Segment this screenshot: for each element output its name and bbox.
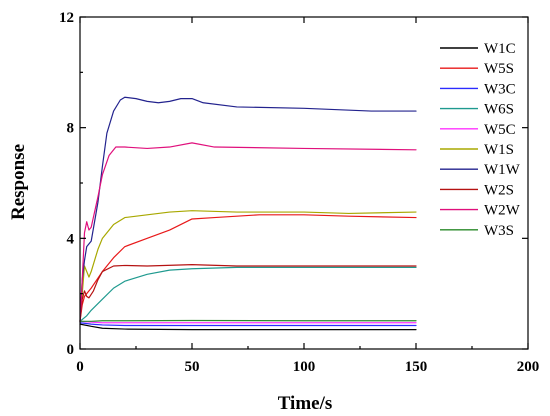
plot-frame: [79, 16, 529, 350]
ticks: 0 50 100 150 200 0 4 8 12: [59, 10, 539, 375]
series-layer: [79, 96, 417, 331]
series-line-w1s: [79, 210, 417, 322]
legend: W1C W5S W3C W6S W5C W1S W1W W2S W2W W3S: [440, 41, 521, 239]
series-line-w3c: [79, 322, 417, 327]
legend-label-w6s: W6S: [484, 102, 514, 118]
y-tick-label: 4: [67, 231, 75, 247]
series-line-w1w: [79, 96, 417, 322]
x-tick-label: 100: [293, 359, 316, 375]
legend-label-w1s: W1S: [484, 142, 514, 158]
axes: [79, 16, 529, 350]
x-tick-label: 50: [185, 359, 200, 375]
series-line-w2w: [79, 142, 417, 322]
series-line-w3s: [79, 319, 417, 322]
series-line-w2s: [79, 264, 417, 322]
series-line-w5c: [79, 320, 417, 324]
x-tick-label: 150: [405, 359, 428, 375]
legend-label-w1c: W1C: [484, 41, 516, 57]
series-line-w5s: [79, 214, 417, 322]
series-line-w6s: [79, 266, 417, 322]
x-tick-label: 200: [517, 359, 540, 375]
legend-label-w2s: W2S: [484, 182, 514, 198]
legend-label-w5c: W5C: [484, 122, 516, 138]
legend-label-w1w: W1W: [484, 162, 521, 178]
y-tick-label: 12: [59, 10, 74, 26]
legend-label-w2w: W2W: [484, 203, 521, 219]
legend-label-w5s: W5S: [484, 61, 514, 77]
legend-label-w3c: W3C: [484, 81, 516, 97]
x-axis-title: Time/s: [278, 393, 333, 414]
legend-label-w3s: W3S: [484, 223, 514, 239]
x-tick-label: 0: [76, 359, 84, 375]
y-tick-label: 8: [67, 121, 75, 137]
series-line-w1c: [79, 323, 417, 331]
y-tick-label: 0: [67, 342, 75, 358]
y-axis-title: Response: [8, 144, 29, 220]
